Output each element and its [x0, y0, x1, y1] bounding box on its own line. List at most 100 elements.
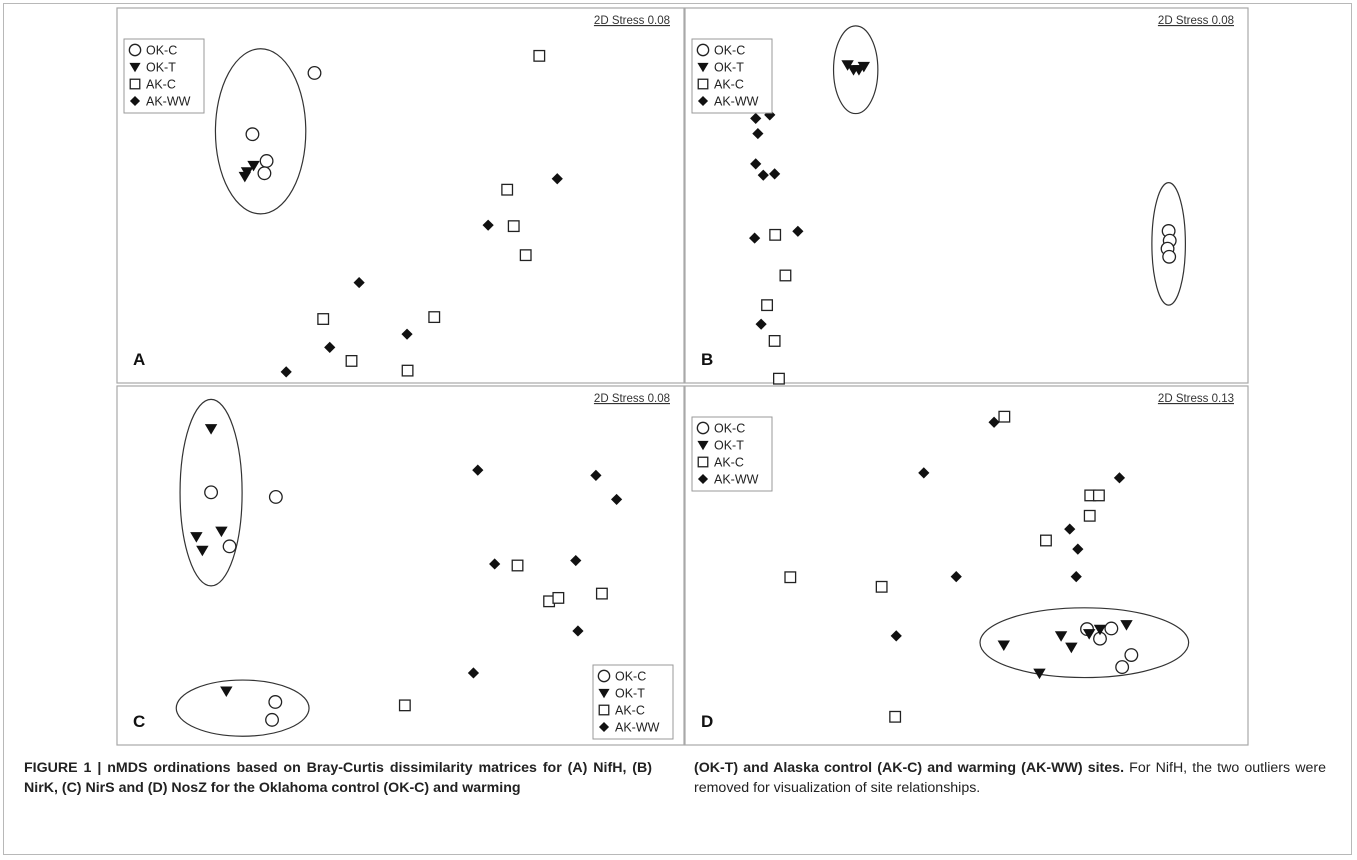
legend: OK-C OK-T AK-C AK-WW — [123, 38, 205, 114]
legend-label-ok-t: OK-T — [615, 687, 645, 701]
legend-label-ak-ww: AK-WW — [714, 95, 759, 109]
point-ok-t — [196, 545, 209, 557]
point-ok-c — [268, 490, 283, 504]
legend-marker-ak-ww — [697, 95, 709, 107]
point-ak-c — [398, 699, 411, 712]
legend-marker-ak-ww — [598, 721, 610, 733]
legend: OK-C OK-T AK-C AK-WW — [691, 416, 773, 492]
legend-marker-ok-t — [598, 688, 610, 699]
legend-marker-ok-t — [697, 62, 709, 73]
point-ok-c — [204, 485, 219, 500]
point-ak-ww — [752, 127, 764, 140]
point-ak-ww — [749, 232, 761, 244]
point-ak-ww — [890, 630, 902, 642]
point-ak-ww — [764, 109, 776, 121]
panel-frame — [684, 385, 1249, 746]
point-ak-c — [779, 269, 792, 282]
legend-label-ok-t: OK-T — [714, 61, 744, 75]
cluster-ellipse — [1151, 182, 1186, 306]
point-ok-c — [259, 154, 274, 168]
stress-label: 2D Stress 0.08 — [1158, 15, 1234, 27]
point-ak-c — [1040, 534, 1052, 547]
point-ok-t — [204, 424, 218, 435]
panel-letter: C — [133, 712, 145, 731]
legend-marker-ak-c — [598, 704, 610, 716]
cluster-ellipse — [214, 48, 307, 215]
panel-b: 2D Stress 0.08 B OK-C OK-T AK-C AK-WW — [684, 7, 1249, 397]
point-ok-c — [1104, 621, 1119, 636]
legend-marker-ok-c — [696, 43, 710, 57]
panel-d: 2D Stress 0.13 D OK-C OK-T AK-C AK-WW — [684, 385, 1249, 746]
legend-marker-ok-c — [597, 669, 611, 683]
point-ok-t — [215, 526, 228, 538]
point-ak-c — [428, 311, 441, 324]
legend-marker-ok-t — [697, 440, 709, 451]
point-ak-ww — [1070, 571, 1082, 583]
panel-frame — [116, 7, 685, 384]
point-ak-ww — [750, 112, 762, 125]
point-ak-ww — [570, 554, 582, 567]
legend: OK-C OK-T AK-C AK-WW — [691, 38, 773, 114]
point-ok-t — [220, 686, 233, 698]
point-ak-ww — [280, 366, 292, 378]
cluster-ellipse — [832, 25, 879, 115]
legend-label-ok-c: OK-C — [615, 670, 646, 684]
legend-label-ak-ww: AK-WW — [146, 95, 191, 109]
panel-letter: D — [701, 712, 713, 731]
point-ak-ww — [918, 467, 930, 479]
point-ak-ww — [401, 328, 413, 340]
stress-label: 2D Stress 0.08 — [594, 393, 670, 405]
stress-label: 2D Stress 0.13 — [1158, 393, 1234, 405]
point-ak-ww — [551, 173, 563, 185]
point-ak-ww — [467, 667, 480, 679]
point-ok-t — [997, 640, 1010, 652]
point-ak-ww — [324, 341, 336, 353]
point-ok-c — [257, 166, 272, 181]
panel-letter: B — [701, 350, 713, 369]
panel-a: 2D Stress 0.08 A OK-C OK-T AK-C AK-WW — [116, 7, 685, 384]
legend-label-ak-c: AK-C — [714, 78, 744, 92]
point-ok-t — [857, 61, 871, 73]
panel-letter: A — [133, 350, 145, 369]
legend-label-ok-t: OK-T — [714, 439, 744, 453]
point-ok-c — [222, 539, 237, 554]
point-ok-c — [265, 712, 279, 727]
point-ak-c — [761, 299, 774, 312]
point-ak-ww — [472, 464, 484, 476]
point-ak-ww — [572, 625, 584, 637]
point-ak-c — [401, 364, 414, 377]
point-ak-c — [317, 313, 330, 325]
point-ak-c — [889, 710, 902, 723]
point-ak-ww — [482, 219, 494, 231]
panel-c: 2D Stress 0.08 C OK-C OK-T AK-C AK-WW — [116, 385, 685, 746]
legend-label-ak-ww: AK-WW — [714, 473, 759, 487]
point-ok-t — [1120, 620, 1133, 631]
point-ok-t — [1065, 642, 1078, 654]
panel-frame — [116, 385, 685, 746]
legend: OK-C OK-T AK-C AK-WW — [592, 664, 674, 740]
cluster-ellipse — [979, 607, 1190, 679]
legend-label-ok-t: OK-T — [146, 61, 176, 75]
legend-label-ak-c: AK-C — [615, 704, 645, 718]
point-ak-ww — [950, 571, 962, 583]
point-ok-t — [1093, 624, 1107, 636]
point-ok-c — [268, 695, 283, 709]
point-ak-c — [501, 183, 514, 196]
point-ok-c — [1115, 660, 1130, 675]
point-ak-ww — [769, 168, 781, 180]
legend-marker-ak-ww — [129, 95, 141, 107]
legend-label-ok-c: OK-C — [146, 44, 177, 58]
point-ak-ww — [610, 493, 623, 506]
stress-label: 2D Stress 0.08 — [594, 15, 670, 27]
point-ak-c — [519, 249, 532, 262]
legend-label-ak-c: AK-C — [714, 456, 744, 470]
point-ak-c — [511, 559, 524, 572]
point-ok-t — [190, 532, 203, 543]
point-ak-c — [875, 580, 888, 593]
point-ak-ww — [757, 169, 769, 181]
point-ak-ww — [792, 225, 804, 237]
point-ak-c — [998, 410, 1011, 423]
legend-marker-ok-t — [129, 62, 141, 73]
point-ak-ww — [489, 558, 501, 570]
